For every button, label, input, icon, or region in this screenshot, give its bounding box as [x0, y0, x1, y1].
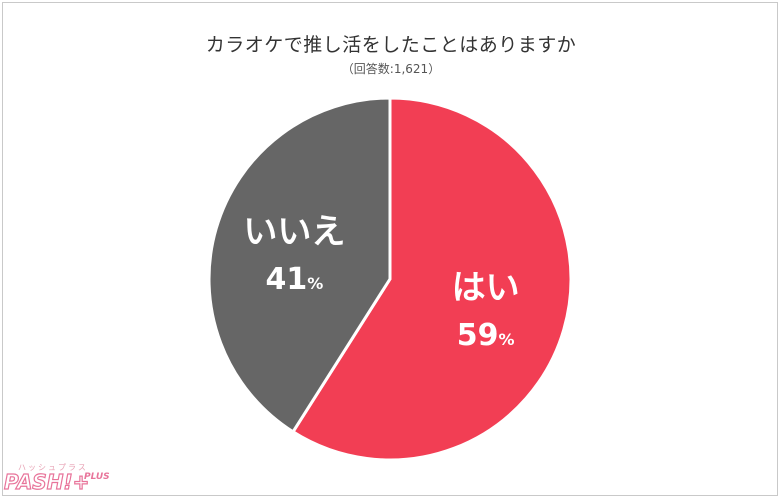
- logo-plus: PLUS: [84, 472, 110, 482]
- pash-plus-logo: ハッシュプラス PASH!+ PLUS: [3, 462, 144, 496]
- chart-subtitle: （回答数:1,621）: [341, 62, 441, 76]
- slice-value-1: 41%: [266, 262, 324, 297]
- logo-main: PASH!+: [3, 469, 90, 494]
- logo-kana: ハッシュプラス: [18, 463, 88, 472]
- chart-title: カラオケで推し活をしたことはありますか: [205, 34, 577, 56]
- slice-value-0: 59%: [457, 318, 515, 353]
- pie-slice-1: [207, 96, 392, 434]
- slice-label-1: いいえ: [243, 212, 345, 252]
- slice-label-0: はい: [452, 268, 520, 308]
- pie-slice-0: [290, 96, 573, 462]
